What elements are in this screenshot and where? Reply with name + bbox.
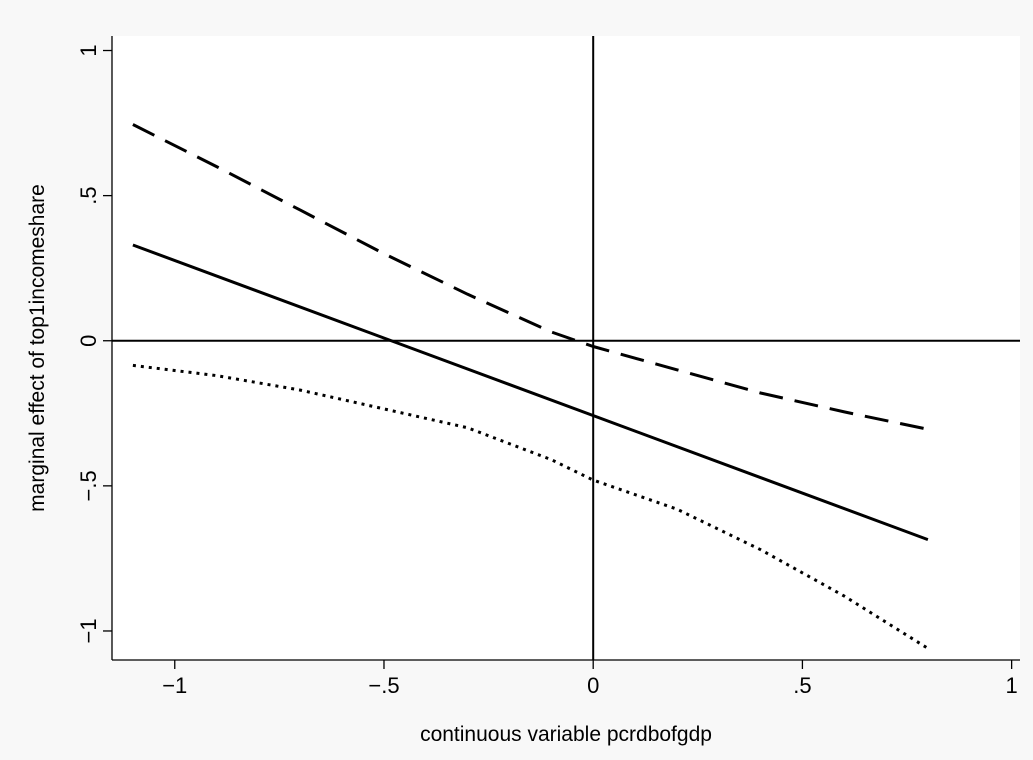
x-tick-label: .5 xyxy=(793,673,811,698)
x-tick-label: 0 xyxy=(587,673,599,698)
plot-area xyxy=(112,36,1020,660)
y-tick-label: −.5 xyxy=(76,470,101,501)
x-tick-label: −.5 xyxy=(368,673,399,698)
axes-layer: −1 −.5 0 .5 1 −1 −.5 0 .5 1 xyxy=(76,36,1020,698)
series-layer xyxy=(132,123,929,650)
series-line-solid xyxy=(132,243,929,542)
y-tick-label: −1 xyxy=(76,618,101,643)
y-tick-label: 1 xyxy=(76,44,101,56)
y-tick-label: 0 xyxy=(76,335,101,347)
x-tick-label: −1 xyxy=(162,673,187,698)
x-tick-label: 1 xyxy=(1006,673,1018,698)
x-axis-title: continuous variable pcrdbofgdp xyxy=(420,723,712,746)
y-tick-label: .5 xyxy=(76,186,101,204)
series-line-dashed xyxy=(132,123,929,431)
y-axis-title: marginal effect of top1incomeshare xyxy=(26,184,49,512)
series-line-dotted xyxy=(132,363,929,650)
